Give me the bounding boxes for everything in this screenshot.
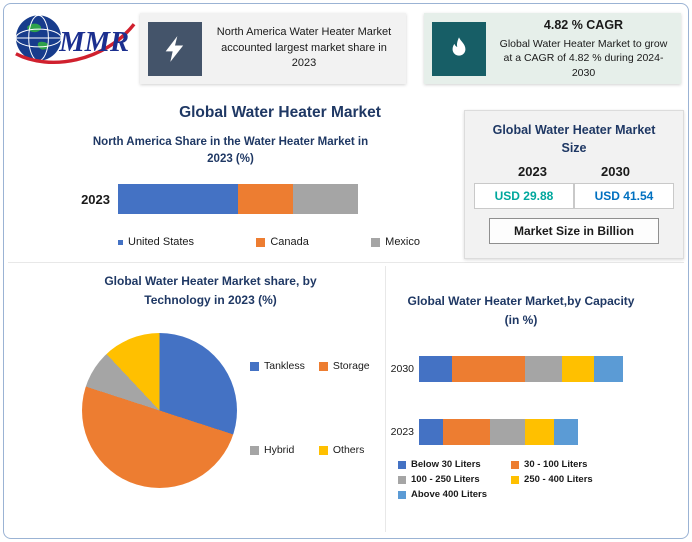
bar-segment-united-states: [118, 184, 238, 214]
legend-item-below-30-liters: Below 30 Liters: [398, 459, 487, 470]
market-size-panel: Global Water Heater Market Size 2023 203…: [464, 110, 684, 259]
na-share-stacked-bar: [118, 184, 358, 214]
flame-icon: [432, 21, 486, 76]
bar-segment-100-250-liters: [490, 419, 526, 445]
bar-segment-below-30-liters: [419, 356, 452, 382]
technology-pie-legend: Tankless Storage Hybrid Others: [250, 360, 370, 456]
capacity-stacked-bar-2023: [419, 419, 579, 445]
horizontal-divider: [8, 262, 684, 263]
legend-label-canada: Canada: [270, 236, 309, 248]
capacity-category-2023: 2023: [390, 426, 414, 438]
cagr-highlight-body: 4.82 % CAGR Global Water Heater Market t…: [486, 16, 681, 80]
legend-swatch-above-400-liters: [398, 490, 406, 499]
vertical-divider: [385, 266, 386, 532]
legend-label-others: Others: [332, 444, 365, 456]
market-size-value-2023: USD 29.88: [474, 183, 574, 210]
north-america-highlight-badge: North America Water Heater Market accoun…: [140, 13, 406, 84]
capacity-legend: Below 30 Liters 30 - 100 Liters 100 - 250 …: [398, 459, 593, 500]
na-share-legend: United States Canada Mexico: [118, 236, 420, 248]
market-size-year-2030: 2030: [601, 164, 630, 180]
legend-item-others: Others: [318, 444, 370, 456]
legend-label-250-400-liters: 250 - 400 Liters: [524, 474, 593, 485]
capacity-category-2030: 2030: [390, 363, 414, 375]
legend-label-united-states: United States: [128, 236, 195, 248]
market-size-year-2023: 2023: [518, 164, 547, 180]
legend-swatch-mexico: [371, 237, 381, 247]
na-share-category-label: 2023: [81, 191, 110, 207]
legend-label-mexico: Mexico: [385, 236, 420, 248]
legend-item-250-400-liters: 250 - 400 Liters: [511, 474, 593, 485]
cagr-highlight-badge: 4.82 % CAGR Global Water Heater Market t…: [424, 13, 681, 84]
legend-label-hybrid: Hybrid: [264, 444, 295, 456]
legend-swatch-united-states: [118, 239, 123, 245]
cagr-text: Global Water Heater Market to grow at a …: [499, 37, 668, 79]
capacity-bar-track-2023: [419, 419, 623, 445]
legend-item-mexico: Mexico: [371, 236, 420, 248]
bar-segment-250-400-liters: [561, 356, 595, 382]
legend-swatch-100-250-liters: [398, 475, 406, 484]
na-share-chart-title: North America Share in the Water Heater …: [92, 136, 369, 166]
capacity-chart-title: Global Water Heater Market,by Capacity (…: [407, 294, 635, 327]
market-size-values: USD 29.88 USD 41.54: [465, 183, 683, 210]
market-size-value-2030: USD 41.54: [574, 183, 674, 210]
legend-item-hybrid: Hybrid: [250, 444, 305, 456]
legend-item-united-states: United States: [118, 236, 194, 248]
legend-swatch-tankless: [250, 361, 259, 371]
market-size-unit-label: Market Size in Billion: [489, 218, 659, 245]
na-share-bar-row: 2023: [62, 184, 358, 214]
capacity-bar-track-2030: [419, 356, 623, 382]
bar-segment-30-100-liters: [451, 356, 526, 382]
globe-icon: MMR: [15, 14, 136, 65]
market-size-title: Global Water Heater Market Size: [492, 123, 656, 156]
lightning-bolt-icon: [148, 21, 202, 76]
legend-label-tankless: Tankless: [264, 360, 305, 372]
cagr-title: 4.82 % CAGR: [543, 18, 624, 33]
market-size-years: 2023 2030: [465, 164, 683, 179]
capacity-bar-row-2023: 2023: [386, 419, 623, 445]
legend-label-100-250-liters: 100 - 250 Liters: [411, 474, 480, 485]
legend-label-below-30-liters: Below 30 Liters: [411, 459, 481, 470]
na-share-bar-track: [118, 184, 358, 214]
bar-segment-above-400-liters: [553, 419, 579, 445]
technology-pie-chart: [82, 333, 237, 488]
legend-swatch-30-100-liters: [511, 460, 520, 469]
bar-segment-mexico: [293, 184, 358, 214]
legend-label-storage: Storage: [332, 360, 370, 372]
legend-swatch-250-400-liters: [511, 475, 520, 484]
legend-swatch-storage: [318, 361, 328, 371]
north-america-highlight-text: North America Water Heater Market accoun…: [216, 25, 392, 70]
legend-item-canada: Canada: [256, 236, 309, 248]
bar-segment-canada: [238, 184, 294, 214]
legend-label-30-100-liters: 30 - 100 Liters: [524, 459, 588, 470]
bar-segment-30-100-liters: [443, 419, 491, 445]
legend-item-storage: Storage: [318, 360, 370, 372]
mmr-logo: MMR: [10, 8, 138, 70]
legend-item-100-250-liters: 100 - 250 Liters: [398, 474, 487, 485]
legend-label-above-400-liters: Above 400 Liters: [411, 489, 488, 500]
bar-segment-250-400-liters: [525, 419, 554, 445]
page-title: Global Water Heater Market: [179, 104, 381, 121]
legend-item-above-400-liters: Above 400 Liters: [398, 489, 487, 500]
legend-swatch-canada: [256, 237, 266, 247]
logo-text: MMR: [58, 27, 129, 58]
legend-item-tankless: Tankless: [250, 360, 305, 372]
bar-segment-above-400-liters: [594, 356, 623, 382]
bar-segment-below-30-liters: [419, 419, 444, 445]
legend-swatch-below-30-liters: [398, 460, 406, 469]
bar-segment-100-250-liters: [525, 356, 562, 382]
legend-swatch-hybrid: [250, 445, 259, 455]
capacity-bar-row-2030: 2030: [386, 356, 623, 382]
technology-pie-title: Global Water Heater Market share, by Tec…: [104, 274, 317, 307]
capacity-stacked-bar-2030: [419, 356, 623, 382]
legend-swatch-others: [318, 445, 328, 455]
legend-item-30-100-liters: 30 - 100 Liters: [511, 459, 593, 470]
